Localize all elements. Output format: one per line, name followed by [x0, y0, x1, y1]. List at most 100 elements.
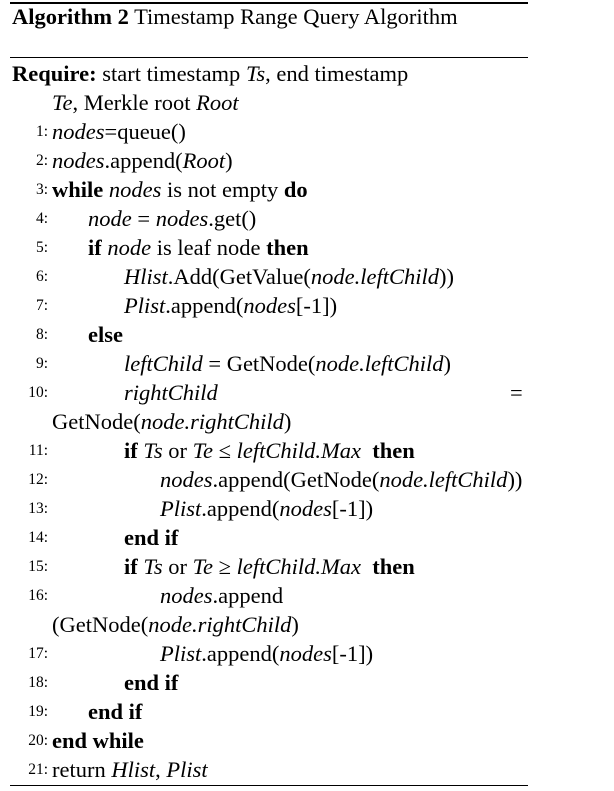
code-text: .Add(GetValue( — [167, 264, 311, 289]
code-var: nodes — [52, 119, 105, 144]
code-var: node — [88, 206, 132, 231]
code-var: Plist — [166, 757, 208, 782]
line-number: 18: — [28, 674, 48, 691]
code-var: node — [107, 235, 152, 260]
line-number: 16: — [28, 587, 48, 604]
line-number: 20: — [28, 732, 48, 749]
code-var: Plist — [160, 496, 202, 521]
code-var: node.leftChild — [379, 467, 508, 492]
line-number: 2: — [35, 152, 48, 169]
require-keyword: Require: — [12, 61, 97, 86]
code-var: Hlist — [111, 757, 156, 782]
code-text: = GetNode( — [202, 351, 316, 376]
code-keyword: end while — [52, 728, 144, 753]
code-var: Ts — [143, 554, 163, 579]
code-text: .append( — [165, 293, 244, 318]
code-text: .append( — [201, 496, 280, 521]
line-number: 4: — [35, 210, 48, 227]
code-text: [-1]) — [295, 293, 338, 318]
require-line-continued: Te, Merkle root Root — [52, 88, 568, 117]
code-keyword: then — [372, 554, 415, 579]
line-number: 7: — [35, 297, 48, 314]
code-var: node.rightChild — [140, 409, 284, 434]
require-line: Require: start timestamp Ts, end timesta… — [12, 59, 528, 88]
code-keyword: then — [266, 235, 309, 260]
code-text: ) — [283, 409, 292, 434]
code-keyword: if — [124, 438, 138, 463]
code-text: , — [155, 757, 167, 782]
line-number: 9: — [35, 355, 48, 372]
code-var: nodes — [108, 177, 162, 202]
code-text: .append — [212, 583, 284, 608]
require-text: , Merkle root — [72, 90, 191, 115]
code-keyword: if — [88, 235, 102, 260]
code-var: nodes — [160, 583, 213, 608]
line-number: 11: — [28, 442, 48, 459]
code-text: .append( — [104, 148, 183, 173]
code-var: nodes — [243, 293, 296, 318]
line-number: 13: — [28, 500, 48, 517]
code-text: [-1]) — [331, 641, 374, 666]
code-var: nodes — [52, 148, 105, 173]
caption-rule — [10, 57, 528, 58]
code-text: ) — [443, 351, 452, 376]
code-keyword: end if — [124, 670, 179, 695]
code-keyword: else — [88, 322, 123, 347]
code-var: node.leftChild — [315, 351, 444, 376]
code-var: Ts — [143, 438, 163, 463]
line-number: 8: — [35, 326, 48, 343]
require-var: Root — [196, 90, 239, 115]
code-text: ≤ — [213, 438, 237, 463]
code-var: node.rightChild — [148, 612, 292, 637]
line-number: 14: — [28, 529, 48, 546]
code-keyword: if — [124, 554, 138, 579]
line-number: 3: — [35, 181, 48, 198]
top-rule — [10, 2, 528, 4]
code-keyword: then — [372, 438, 415, 463]
require-var: Te — [52, 90, 73, 115]
line-number: 5: — [35, 239, 48, 256]
code-text: =queue() — [104, 119, 186, 144]
line-number: 19: — [28, 703, 48, 720]
code-var: nodes — [155, 206, 209, 231]
code-var: leftChild — [124, 351, 203, 376]
algorithm-line: 10: rightChild = — [10, 378, 528, 407]
code-keyword: do — [283, 177, 308, 202]
line-number: 15: — [28, 558, 48, 575]
code-var: nodes — [160, 467, 213, 492]
code-keyword: while — [52, 177, 104, 202]
code-var: Hlist — [124, 264, 168, 289]
code-var: rightChild — [124, 380, 218, 405]
line-number: 21: — [28, 761, 48, 778]
code-var: leftChild.Max — [236, 438, 361, 463]
bottom-rule — [10, 785, 528, 786]
code-text: [-1]) — [331, 496, 374, 521]
algorithm-title: Timestamp Range Query Algorithm — [134, 4, 458, 29]
code-var: Te — [192, 438, 214, 463]
code-var: Te — [192, 554, 214, 579]
code-var: Root — [182, 148, 226, 173]
code-text: return — [52, 757, 106, 782]
code-var: nodes — [279, 641, 332, 666]
line-number: 1: — [35, 123, 48, 140]
code-text: ) — [291, 612, 299, 637]
require-text: start timestamp — [102, 61, 241, 86]
code-text: ≥ — [213, 554, 237, 579]
code-var: Plist — [124, 293, 166, 318]
require-var: Ts — [245, 61, 266, 86]
line-number: 12: — [28, 471, 48, 488]
line-number: 17: — [28, 645, 48, 662]
code-text: )) — [438, 264, 454, 289]
algorithm-caption: Algorithm 2 Timestamp Range Query Algori… — [12, 3, 528, 31]
code-var: nodes — [279, 496, 332, 521]
code-var: node.leftChild — [310, 264, 439, 289]
code-text: )) — [507, 467, 523, 492]
code-keyword: end if — [124, 525, 179, 550]
code-var: leftChild.Max — [236, 554, 361, 579]
code-keyword: end if — [88, 699, 143, 724]
require-text: , end timestamp — [265, 61, 409, 86]
line-number: 10: — [28, 384, 48, 401]
code-var: Plist — [160, 641, 202, 666]
code-text: .get() — [208, 206, 257, 231]
code-text: is not empty — [167, 177, 279, 202]
